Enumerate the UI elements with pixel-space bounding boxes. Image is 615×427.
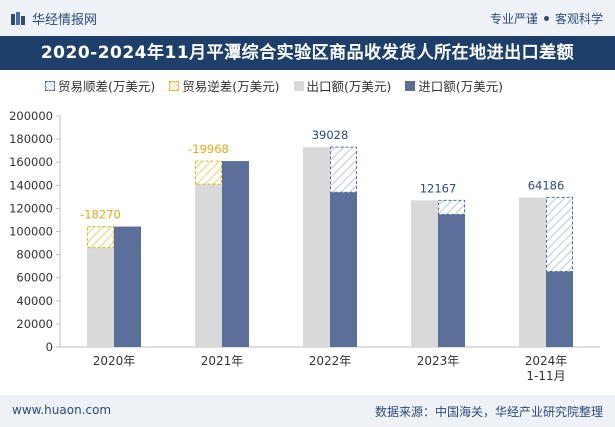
y-tick-label: 0 bbox=[46, 340, 53, 354]
legend-label-import: 进口额(万美元) bbox=[418, 79, 504, 94]
export-bar bbox=[411, 200, 438, 347]
balance-data-label: 39028 bbox=[312, 128, 349, 142]
footer: www.huaon.com 数据来源：中国海关，华经产业研究院整理 bbox=[0, 395, 615, 427]
import-bar bbox=[222, 161, 249, 347]
brand-logo-icon bbox=[11, 11, 25, 25]
x-tick-label: 2020年 bbox=[93, 354, 136, 368]
slogan: 专业严谨 客观科学 bbox=[490, 10, 603, 27]
surplus-bar bbox=[438, 199, 465, 215]
x-tick-label: 2022年 bbox=[309, 354, 352, 368]
deficit-bar bbox=[195, 160, 222, 185]
x-tick-label: 2021年 bbox=[201, 354, 244, 368]
export-bar bbox=[519, 197, 546, 347]
legend-swatch-export bbox=[293, 80, 304, 91]
legend-label-deficit: 贸易逆差(万美元) bbox=[182, 79, 280, 94]
separator-dot-icon bbox=[543, 16, 549, 21]
legend: 贸易顺差(万美元) 贸易逆差(万美元) 出口额(万美元) 进口额(万美元) bbox=[45, 76, 503, 95]
chart-title: 2020-2024年11月平潭综合实验区商品收发货人所在地进出口差额 bbox=[0, 36, 615, 70]
y-tick-label: 40000 bbox=[16, 294, 53, 308]
deficit-bar bbox=[87, 226, 114, 249]
legend-item-deficit: 贸易逆差(万美元) bbox=[169, 76, 280, 95]
y-tick-label: 60000 bbox=[16, 271, 53, 285]
import-bar bbox=[114, 226, 141, 347]
legend-swatch-surplus bbox=[45, 80, 55, 91]
balance-data-label: -19968 bbox=[188, 142, 229, 156]
y-tick-label: 120000 bbox=[9, 201, 53, 215]
surplus-bar bbox=[546, 196, 573, 273]
data-labels: -18270 -19968 39028 12167 64186 bbox=[80, 128, 564, 221]
y-tick-label: 160000 bbox=[9, 155, 53, 169]
top-bar: 华经情报网 专业严谨 客观科学 bbox=[0, 0, 615, 36]
export-bar bbox=[195, 184, 222, 347]
legend-item-surplus: 贸易顺差(万美元) bbox=[45, 76, 155, 95]
export-bar bbox=[303, 147, 330, 347]
legend-item-import: 进口额(万美元) bbox=[405, 76, 503, 95]
bars bbox=[87, 146, 573, 347]
footer-site: www.huaon.com bbox=[12, 403, 112, 417]
legend-label-export: 出口额(万美元) bbox=[306, 79, 392, 94]
balance-data-label: 12167 bbox=[420, 181, 457, 195]
x-axis: 2020年 2021年 2022年 2023年 2024年 1-11月 bbox=[93, 354, 568, 383]
legend-swatch-deficit bbox=[169, 80, 180, 91]
y-tick-label: 140000 bbox=[9, 178, 53, 192]
y-tick-label: 80000 bbox=[16, 248, 53, 262]
export-bar bbox=[87, 247, 114, 347]
x-tick-label: 2023年 bbox=[417, 354, 460, 368]
legend-item-export: 出口额(万美元) bbox=[293, 76, 392, 95]
surplus-bar bbox=[330, 146, 357, 193]
brand: 华经情报网 bbox=[10, 9, 97, 28]
y-tick-label: 100000 bbox=[9, 225, 53, 239]
slogan-right: 客观科学 bbox=[554, 12, 603, 26]
y-tick-label: 20000 bbox=[16, 317, 53, 331]
legend-swatch-import bbox=[405, 80, 416, 91]
balance-data-label: -18270 bbox=[80, 208, 121, 222]
footer-source: 数据来源：中国海关，华经产业研究院整理 bbox=[374, 405, 603, 419]
x-tick-label: 2024年 1-11月 bbox=[525, 354, 568, 383]
y-tick-label: 200000 bbox=[9, 109, 53, 123]
brand-name: 华经情报网 bbox=[32, 13, 98, 28]
bar-chart: 0 20000 40000 60000 80000 100000 120000 140000 1… bbox=[9, 109, 600, 383]
slogan-left: 专业严谨 bbox=[489, 12, 538, 26]
import-bar bbox=[546, 271, 573, 347]
legend-label-surplus: 贸易顺差(万美元) bbox=[58, 79, 156, 94]
import-bar bbox=[438, 214, 465, 347]
balance-data-label: 64186 bbox=[528, 178, 565, 192]
import-bar bbox=[330, 192, 357, 347]
y-tick-label: 180000 bbox=[9, 132, 53, 146]
